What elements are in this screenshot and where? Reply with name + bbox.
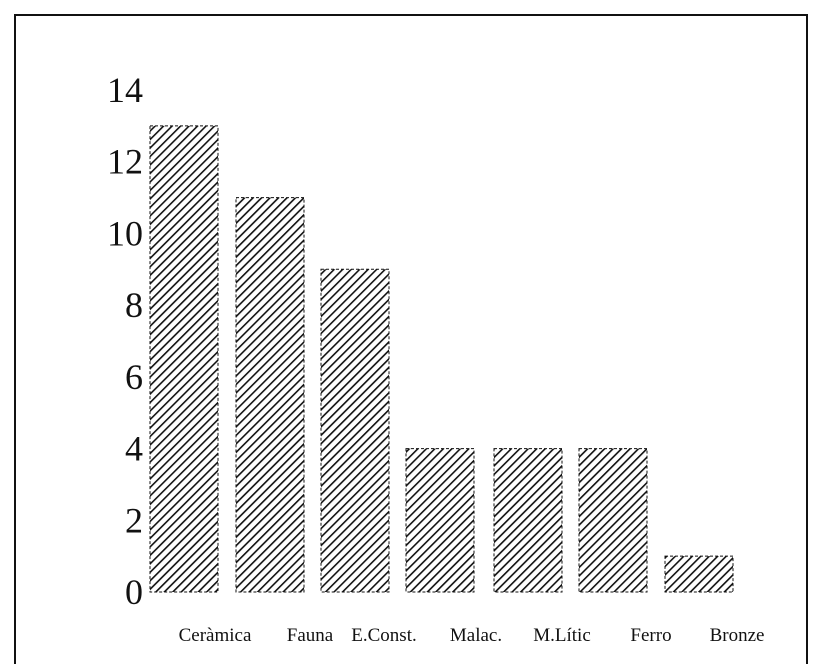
x-tick-label: Ceràmica — [179, 625, 252, 646]
bar-ferro — [578, 448, 648, 593]
y-tick-label: 2 — [125, 500, 143, 540]
y-axis-tick-labels: 0 2 4 6 8 10 12 14 — [107, 70, 143, 612]
bar-malac — [405, 448, 475, 593]
bars — [149, 125, 734, 593]
x-tick-label: M.Lític — [533, 625, 591, 646]
bar-m-l-tic — [493, 448, 563, 593]
bar-fauna — [235, 197, 305, 593]
x-axis-tick-labels: Ceràmica Fauna E.Const. Malac. M.Lític Ferro B… — [179, 625, 765, 646]
x-tick-label: Fauna — [287, 625, 334, 646]
x-tick-label: Bronze — [710, 625, 765, 646]
x-tick-label: E.Const. — [351, 625, 416, 646]
x-tick-label: Ferro — [630, 625, 671, 646]
y-tick-label: 10 — [107, 213, 143, 253]
bar-cer-mica — [149, 125, 219, 593]
x-tick-label: Malac. — [450, 625, 502, 646]
y-tick-label: 12 — [107, 142, 143, 182]
y-tick-label: 0 — [125, 572, 143, 612]
bar-bronze — [664, 555, 734, 593]
y-tick-label: 6 — [125, 357, 143, 397]
y-tick-label: 14 — [107, 70, 143, 110]
y-tick-label: 8 — [125, 285, 143, 325]
bar-e-const — [320, 268, 390, 593]
y-tick-label: 4 — [125, 429, 143, 469]
